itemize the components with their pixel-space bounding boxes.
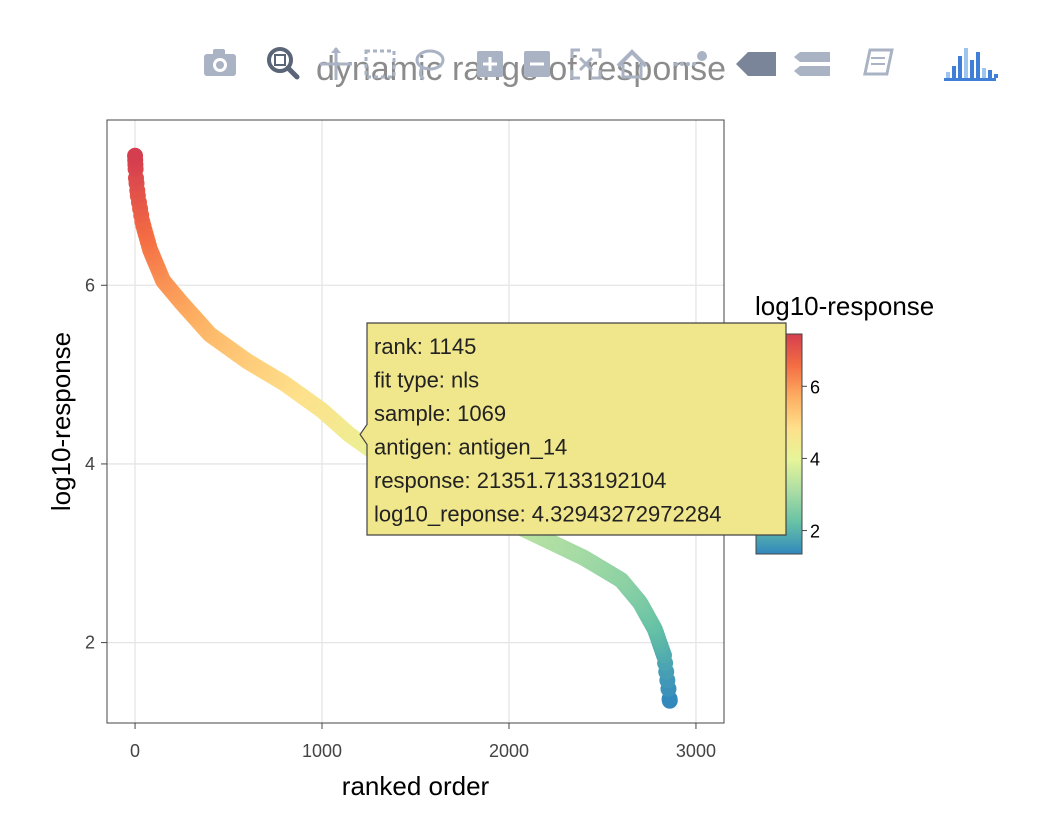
colorbar-tick-label: 2	[810, 522, 820, 542]
tooltip-line: sample: 1069	[374, 401, 506, 426]
lasso-select-icon[interactable]: Lasso Select	[415, 49, 445, 81]
reset-axes-icon[interactable]: Reset axes	[616, 49, 648, 79]
autoscale-icon[interactable]: Autoscale	[570, 48, 602, 80]
x-tick-label: 2000	[489, 741, 529, 761]
tooltip-lines: rank: 1145 fit type: nls sample: 1069 antig…	[374, 334, 721, 527]
colorbar-tick-label: 6	[810, 377, 820, 397]
y-tick-label: 4	[85, 454, 95, 474]
plotly-logo-icon[interactable]: Produced with Plotly	[944, 48, 998, 81]
zoom-icon[interactable]: Zoom	[267, 47, 300, 80]
x-tick-label: 3000	[676, 741, 716, 761]
y-tick-label: 2	[85, 633, 95, 653]
zoom-out-icon[interactable]: Zoom out	[524, 51, 550, 77]
edit-in-cloud-icon[interactable]: Edit in Chart Studio	[863, 48, 894, 76]
data-point[interactable]	[127, 147, 144, 164]
hover-compare-icon[interactable]: Compare data on hover	[794, 52, 830, 76]
y-tick-label: 6	[85, 275, 95, 295]
tooltip-line: rank: 1145	[374, 334, 476, 359]
camera-icon[interactable]: Download plot as a png	[204, 49, 236, 76]
box-select-icon[interactable]: Box Select	[364, 49, 396, 79]
x-axis-title: ranked order	[342, 771, 490, 801]
x-tick-label: 0	[130, 741, 140, 761]
zoom-in-icon[interactable]: Zoom in	[477, 51, 503, 77]
hover-closest-icon[interactable]: Show closest data on hover	[736, 52, 776, 76]
spike-lines-icon[interactable]: Toggle Spike Lines	[674, 51, 707, 66]
y-axis-ticks: 2 4 6	[85, 275, 107, 653]
tooltip-line: fit type: nls	[374, 368, 479, 393]
y-axis-title: log10-response	[46, 332, 76, 511]
tooltip-box	[359, 322, 787, 536]
x-axis-ticks: 0 1000 2000 3000	[130, 723, 716, 761]
tooltip-line: log10_reponse: 4.32943272972284	[374, 502, 721, 527]
colorbar-ticks: 2 4 6	[802, 377, 820, 542]
modebar: Download plot as a png Zoom Pan Box Select L…	[204, 47, 998, 81]
tooltip-line: response: 21351.7133192104	[374, 468, 666, 493]
chart-title: dynamic range of response	[316, 50, 726, 88]
pan-icon[interactable]: Pan	[320, 47, 352, 80]
x-tick-label: 1000	[302, 741, 342, 761]
colorbar-title: log10-response	[755, 291, 934, 321]
tooltip-line: antigen: antigen_14	[374, 435, 567, 460]
colorbar-tick-label: 4	[810, 449, 820, 469]
hover-tooltip: rank: 1145 fit type: nls sample: 1069 antig…	[359, 322, 787, 536]
